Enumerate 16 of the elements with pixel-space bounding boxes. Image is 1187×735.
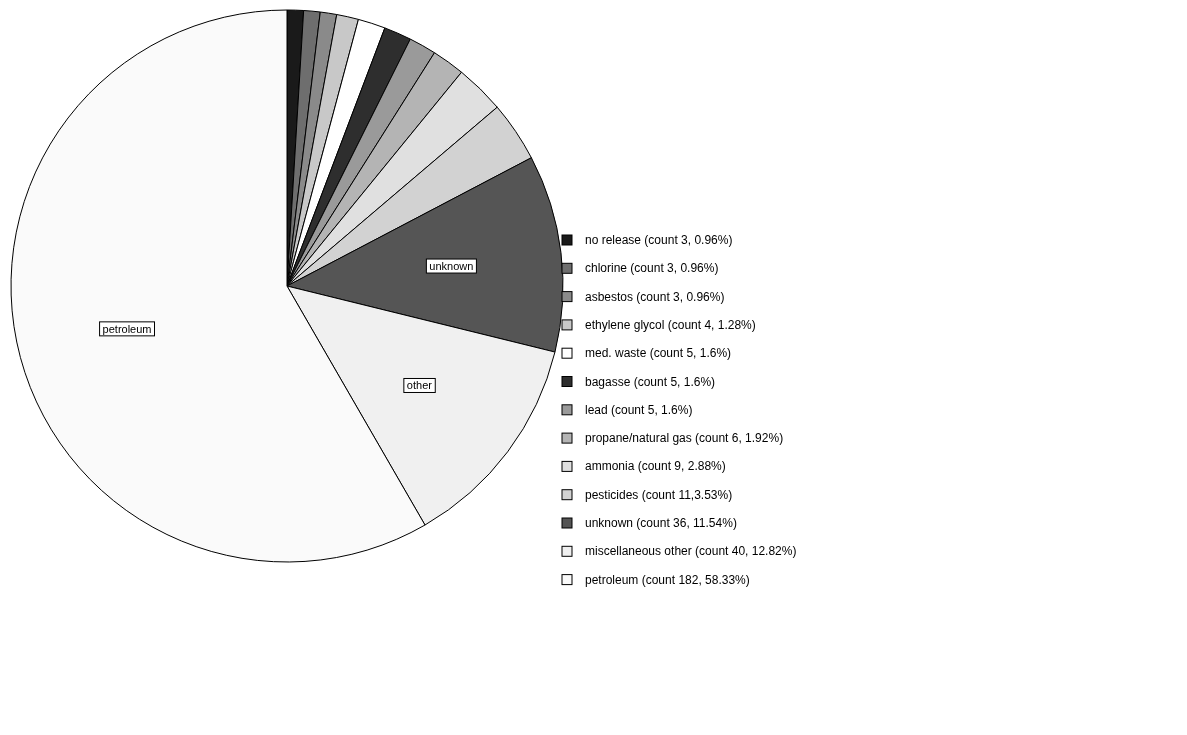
text: petroleum	[102, 322, 152, 335]
legend-label: ethylene glycol (count 4, 1.28%)	[585, 317, 756, 332]
legend-label: propane/natural gas (count 6, 1.92%)	[585, 431, 784, 446]
legend-label: unknown (count 36, 11.54%)	[585, 516, 737, 530]
legend-label: lead (count 5, 1.6%)	[585, 402, 693, 417]
legend-label: petroleum (count 182, 58.33%)	[585, 572, 750, 587]
legend-label: no release (count 3, 0.96%)	[585, 233, 733, 247]
legend-label: chlorine (count 3, 0.96%)	[585, 261, 719, 276]
legend-label: miscellaneous other (count 40, 12.82%)	[585, 544, 797, 559]
text: unknown	[429, 260, 474, 273]
legend-label: pesticides (count 11,3.53%)	[585, 487, 733, 502]
legend-label: bagasse (count 5, 1.6%)	[585, 374, 716, 389]
text: other	[406, 379, 432, 392]
legend-label: med. waste (count 5, 1.6%)	[585, 346, 732, 361]
legend-label: ammonia (count 9, 2.88%)	[585, 459, 726, 474]
legend-label: asbestos (count 3, 0.96%)	[585, 289, 725, 304]
